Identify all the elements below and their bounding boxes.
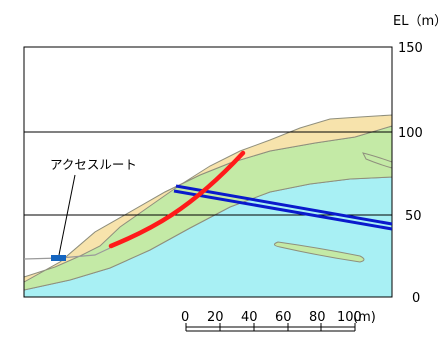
scale-tick-20: 20 [207, 310, 224, 325]
tunnel-line-lower [173, 189, 393, 231]
scale-tick-0: 0 [181, 310, 189, 325]
access-route-label: アクセスルート [50, 157, 137, 172]
scale-tick-100: 100 [337, 310, 362, 325]
scale-tick-80: 80 [309, 310, 326, 325]
tick-label-100: 100 [398, 126, 423, 141]
green-lens-lower [274, 241, 365, 263]
scale-bar: 0 20 40 60 80 100 (m) [181, 310, 376, 332]
scale-unit: (m) [353, 310, 376, 325]
tunnel-line-upper [175, 184, 393, 226]
access-route-path [23, 247, 111, 260]
elevation-unit-label: EL（m） [393, 14, 440, 29]
scale-tick-40: 40 [241, 310, 258, 325]
scale-tick-60: 60 [275, 310, 292, 325]
access-route-leader [58, 174, 76, 256]
tick-label-150: 150 [398, 41, 423, 56]
tick-label-0: 0 [412, 291, 420, 306]
tick-label-50: 50 [405, 209, 422, 224]
slope-face-line [108, 150, 246, 249]
access-route-marker [51, 255, 66, 261]
section-frame-border [23, 46, 393, 298]
